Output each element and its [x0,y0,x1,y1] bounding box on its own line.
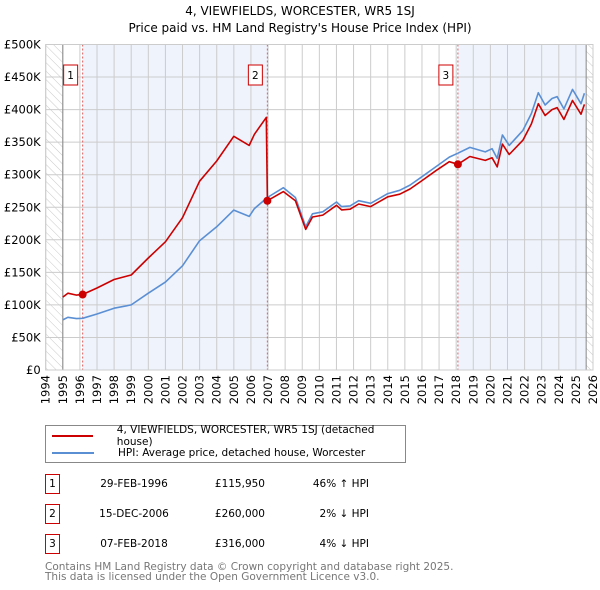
transaction-row: 2 15-DEC-2006 £260,000 2% ↓ HPI [45,504,405,524]
y-tick-label: £400K [4,103,41,117]
transaction-hpi: 4% ↓ HPI [319,538,369,550]
price-chart: 4, VIEWFIELDS, WORCESTER, WR5 1SJ Price … [4,4,600,404]
chart-subtitle: Price paid vs. HM Land Registry's House … [128,21,471,35]
sale-label-box [247,64,263,86]
transaction-row: 3 07-FEB-2018 £316,000 4% ↓ HPI [45,534,405,554]
y-tick-label: £250K [4,200,41,214]
legend-blue-line-icon [52,452,94,454]
transaction-price: £115,950 [214,478,265,490]
x-tick-label: 2004 [210,375,224,404]
property-price-line [62,99,586,298]
x-tick-label: 2023 [535,375,549,404]
y-tick-label: £300K [4,168,41,182]
x-tick-label: 2008 [278,375,292,404]
x-tick-label: 2000 [141,375,155,404]
x-tick-label: 2017 [432,375,446,404]
x-tick-label: 2019 [466,375,480,404]
transaction-number: 2 [45,504,60,524]
transaction-number: 1 [45,474,60,494]
y-tick-label: £100K [4,298,41,312]
y-tick-label: £450K [4,70,41,84]
transaction-row: 1 29-FEB-1996 £115,950 46% ↑ HPI [45,474,405,494]
transaction-date: 07-FEB-2018 [100,538,168,550]
sale-label: 2 [252,70,259,82]
plot-border [45,44,594,371]
x-tick-label: 2006 [244,375,258,404]
x-tick-label: 2001 [158,375,172,404]
x-tick-label: 2013 [364,375,378,404]
transaction-price: £260,000 [214,508,265,520]
sale-label: 3 [443,70,450,82]
sale-point [78,290,87,299]
transaction-price: £316,000 [214,538,265,550]
x-tick-label: 1997 [90,375,104,404]
y-tick-label: £200K [4,233,41,247]
transaction-number: 3 [45,534,60,554]
legend-item-property: 4, VIEWFIELDS, WORCESTER, WR5 1SJ (detac… [46,424,405,448]
y-tick-label: £0 [26,363,41,377]
x-tick-label: 2026 [586,375,600,404]
x-tick-label: 2011 [329,375,343,404]
x-tick-label: 2022 [518,375,532,404]
footer-copyright: Contains HM Land Registry data © Crown c… [45,561,454,573]
x-tick-label: 2018 [449,375,463,404]
legend: 4, VIEWFIELDS, WORCESTER, WR5 1SJ (detac… [45,424,406,463]
hpi-line [62,88,586,321]
x-tick-label: 2015 [398,375,412,404]
x-tick-label: 2021 [500,375,514,404]
transaction-date: 29-FEB-1996 [100,478,168,490]
x-tick-label: 1995 [56,375,70,404]
transaction-hpi: 46% ↑ HPI [312,478,369,490]
sale-point [453,160,462,169]
x-tick-label: 2020 [483,375,497,404]
footer-licence: This data is licensed under the Open Gov… [45,571,380,583]
x-tick-label: 2014 [381,375,395,404]
legend-label-property: 4, VIEWFIELDS, WORCESTER, WR5 1SJ (detac… [116,424,375,448]
y-tick-label: £50K [11,330,41,344]
x-tick-label: 2009 [295,375,309,404]
legend-red-line-icon [52,435,93,437]
transaction-hpi: 2% ↓ HPI [319,508,369,520]
x-tick-label: 2005 [227,375,241,404]
x-tick-label: 2025 [569,375,583,404]
x-tick-label: 1999 [124,375,138,404]
x-tick-label: 2010 [312,375,326,404]
x-tick-label: 1996 [73,375,87,404]
sale-label: 1 [67,70,74,82]
y-tick-label: £350K [4,135,41,149]
legend-label-hpi: HPI: Average price, detached house, Worc… [118,447,366,459]
x-tick-label: 2007 [261,375,275,404]
transaction-date: 15-DEC-2006 [99,508,169,520]
y-tick-label: £150K [4,265,41,279]
chart-title: 4, VIEWFIELDS, WORCESTER, WR5 1SJ [185,4,415,18]
x-tick-label: 2002 [176,375,190,404]
x-tick-label: 1998 [107,375,121,404]
sale-point [263,196,272,205]
sale-label-box [438,64,454,86]
x-tick-label: 2012 [347,375,361,404]
x-tick-label: 2024 [552,375,566,404]
legend-item-hpi: HPI: Average price, detached house, Worc… [46,445,365,461]
x-tick-label: 2003 [193,375,207,404]
x-tick-label: 2016 [415,375,429,404]
x-tick-label: 1994 [39,375,53,404]
y-tick-label: £500K [4,38,41,52]
sale-label-box [63,64,79,86]
